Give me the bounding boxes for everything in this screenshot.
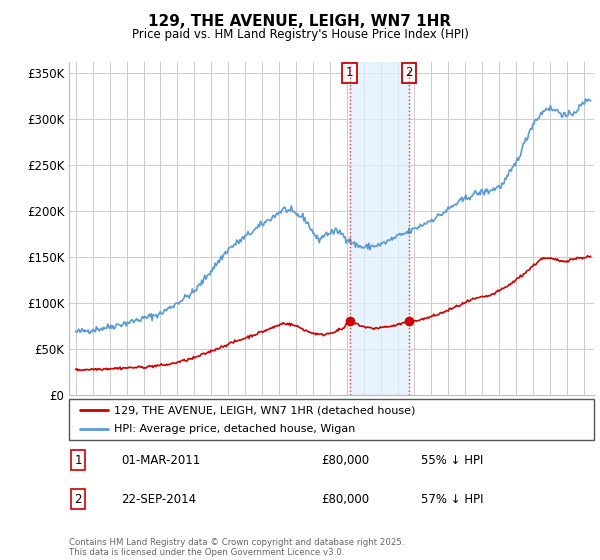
Text: 57% ↓ HPI: 57% ↓ HPI (421, 493, 483, 506)
Bar (350, 62, 409, 395)
Text: 01-MAR-2011: 01-MAR-2011 (121, 454, 201, 467)
Text: 55% ↓ HPI: 55% ↓ HPI (421, 454, 483, 467)
Text: 129, THE AVENUE, LEIGH, WN7 1HR (detached house): 129, THE AVENUE, LEIGH, WN7 1HR (detache… (113, 405, 415, 415)
Text: Contains HM Land Registry data © Crown copyright and database right 2025.
This d: Contains HM Land Registry data © Crown c… (69, 538, 404, 557)
Text: 1: 1 (346, 66, 353, 79)
Text: 22-SEP-2014: 22-SEP-2014 (121, 493, 197, 506)
Text: 129, THE AVENUE, LEIGH, WN7 1HR: 129, THE AVENUE, LEIGH, WN7 1HR (148, 14, 452, 29)
Text: 1: 1 (74, 454, 82, 467)
Text: 2: 2 (405, 66, 413, 79)
FancyBboxPatch shape (69, 399, 594, 440)
Text: 2: 2 (74, 493, 82, 506)
Text: Price paid vs. HM Land Registry's House Price Index (HPI): Price paid vs. HM Land Registry's House … (131, 28, 469, 41)
Text: £80,000: £80,000 (321, 493, 369, 506)
Text: HPI: Average price, detached house, Wigan: HPI: Average price, detached house, Wiga… (113, 424, 355, 433)
Text: £80,000: £80,000 (321, 454, 369, 467)
